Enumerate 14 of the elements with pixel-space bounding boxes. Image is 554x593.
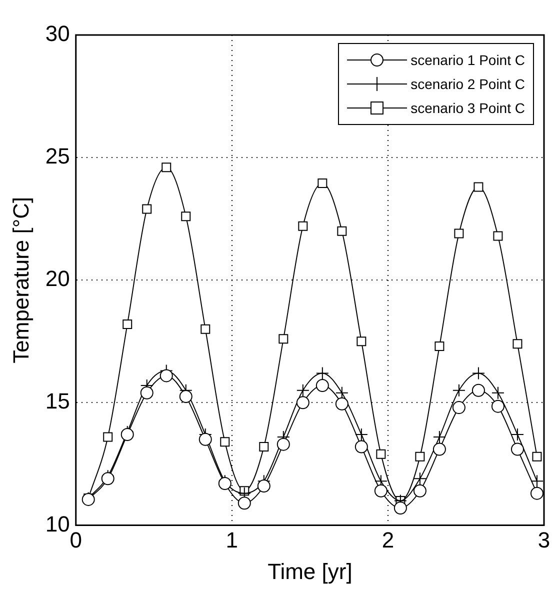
- legend-label: scenario 3 Point C: [410, 100, 525, 116]
- y-tick-label: 15: [45, 388, 70, 414]
- y-axis-title: Temperature [°C]: [8, 196, 34, 364]
- y-tick-label: 10: [45, 511, 70, 536]
- x-tick-label: 0: [70, 527, 82, 552]
- legend-label: scenario 2 Point C: [410, 76, 525, 92]
- x-tick-label: 2: [382, 527, 394, 552]
- y-tick-label: 30: [45, 21, 70, 46]
- x-tick-label: 1: [226, 527, 238, 552]
- y-tick-label: 20: [45, 266, 70, 292]
- legend-label: scenario 1 Point C: [410, 52, 525, 68]
- x-tick-label: 3: [538, 527, 550, 552]
- y-tick-label: 25: [45, 144, 70, 169]
- x-axis-title: Time [yr]: [268, 558, 352, 584]
